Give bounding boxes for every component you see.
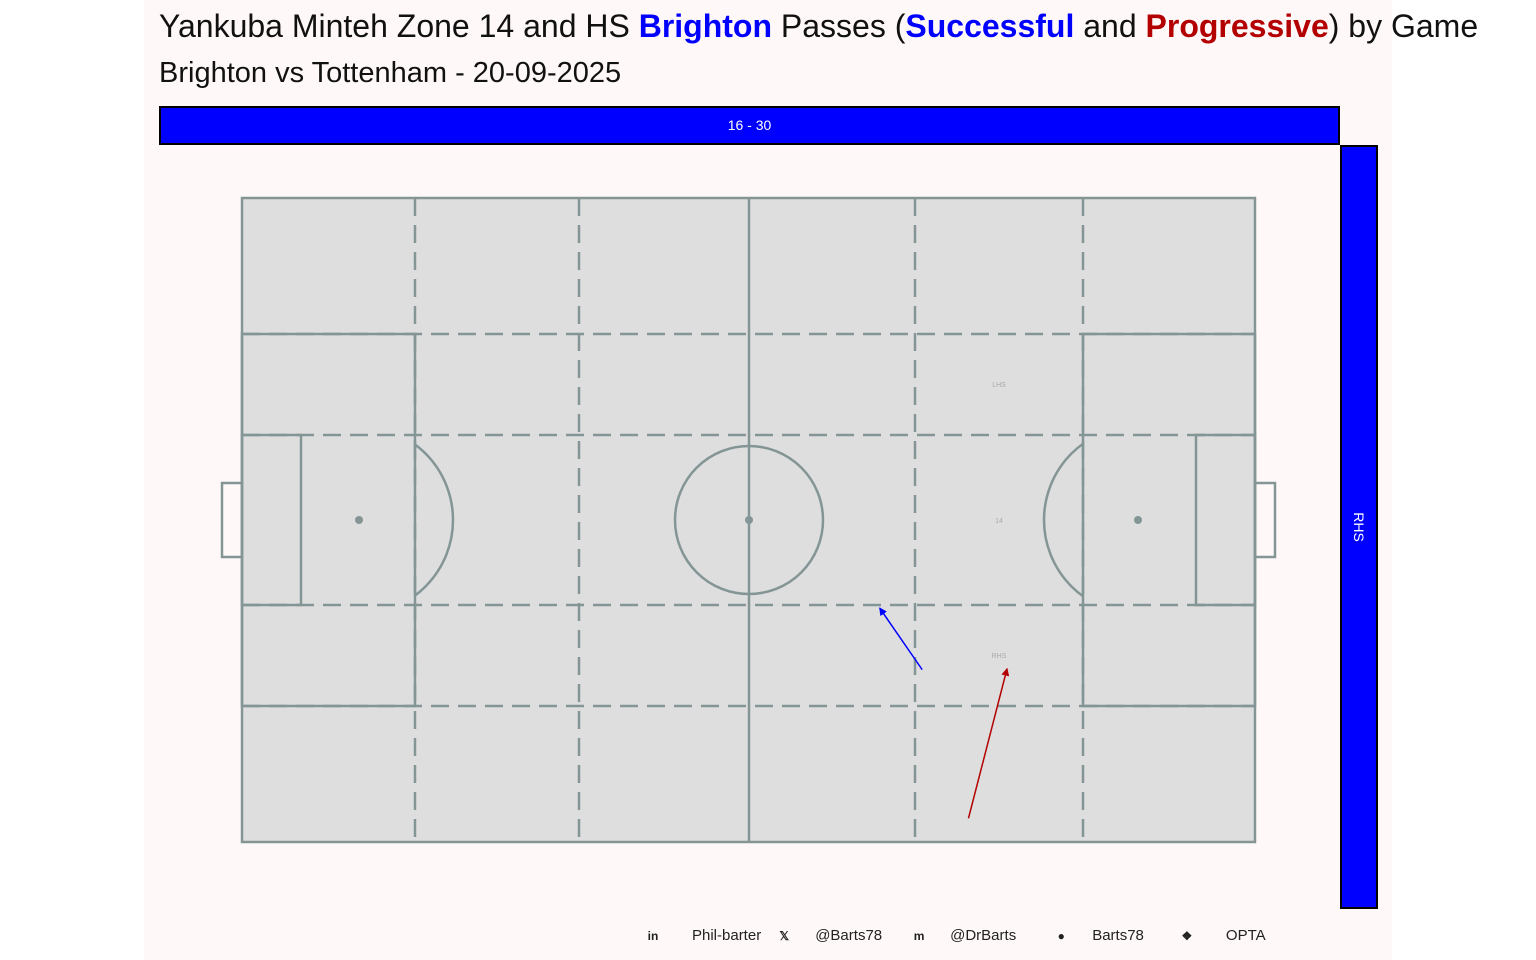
caption: in Phil-barter 𝕏 @Barts78 m @DrBarts ● Barts… [646, 927, 1266, 944]
left-penalty-spot [355, 516, 363, 524]
center-spot [745, 516, 753, 524]
facet-strip-top: 16 - 30 [159, 106, 1340, 145]
zone-label-rhs: RHS [992, 653, 1007, 660]
right-penalty-arc [1042, 442, 1083, 598]
mastodon-icon: m [913, 928, 925, 943]
dropbox-icon: ❖ [1181, 928, 1193, 943]
progressive-pass-arrow [967, 667, 1010, 819]
passes-layer [879, 607, 1010, 819]
github-icon: ● [1057, 928, 1065, 943]
caption-text: @DrBarts [950, 927, 1017, 944]
caption-text: Phil-barter [692, 927, 762, 944]
zone-label-lhs: LHS [992, 382, 1006, 389]
team-name: Brighton [638, 8, 773, 44]
progressive-label: Progressive [1145, 8, 1329, 44]
successful-label: Successful [905, 8, 1075, 44]
zone-label-14: 14 [995, 518, 1003, 525]
caption-text: OPTA [1225, 927, 1266, 944]
right-penalty-spot [1134, 516, 1142, 524]
x-icon: 𝕏 [779, 928, 790, 943]
caption-text: Barts78 [1092, 927, 1144, 944]
caption-text: @Barts78 [815, 927, 883, 944]
successful-pass-arrow [879, 607, 923, 671]
left-goal [220, 481, 244, 559]
linkedin-icon: in [647, 928, 659, 943]
chart-title: Yankuba Minteh Zone 14 and HS Brighton P… [159, 8, 1479, 44]
center-circle [673, 444, 825, 596]
right-goal [1253, 481, 1277, 559]
facet-strip-right: RHS [1340, 145, 1378, 909]
chart-subtitle: Brighton vs Tottenham - 20-09-2025 [159, 57, 622, 89]
left-penalty-arc [415, 442, 455, 598]
